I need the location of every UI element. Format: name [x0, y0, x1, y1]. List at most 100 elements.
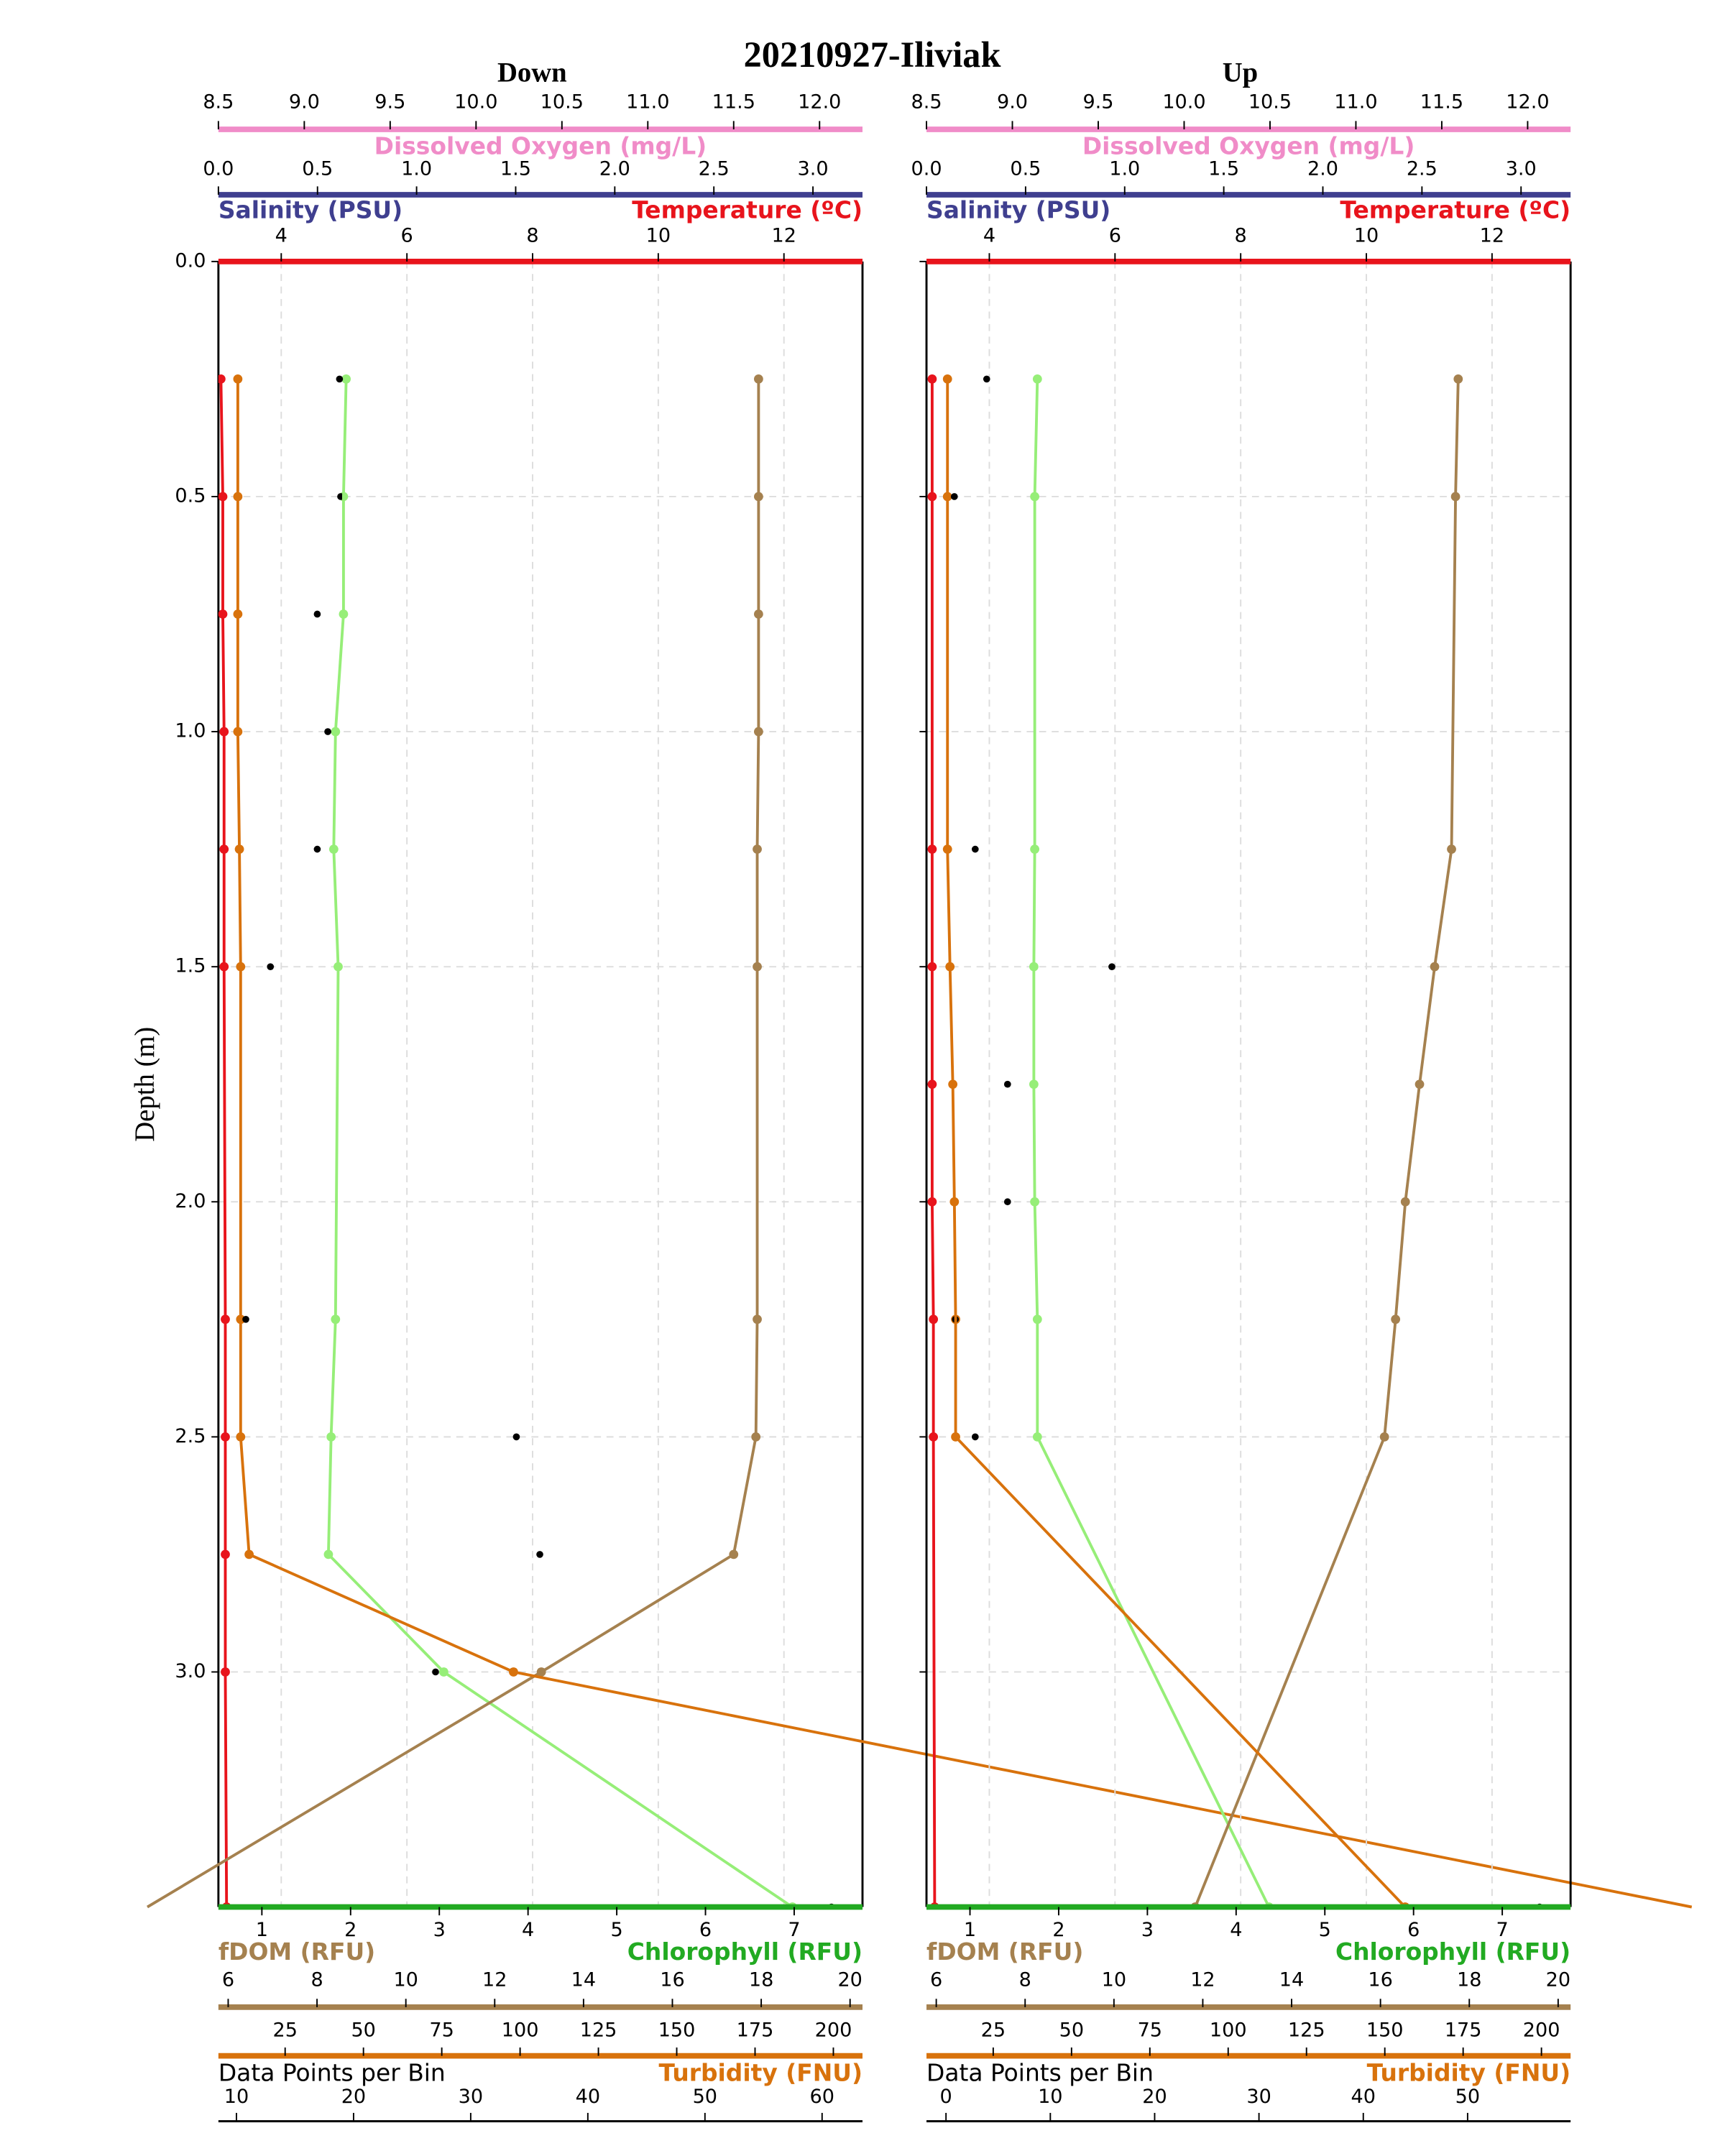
- axis-label: Data Points per Bin: [218, 2058, 446, 2086]
- x-tick-label: 12: [1480, 225, 1504, 247]
- x-tick-label: 20: [1546, 1969, 1570, 1991]
- x-tick-label: 2: [1052, 1919, 1064, 1941]
- count-dot: [267, 963, 275, 970]
- x-tick-label: 10: [646, 225, 671, 247]
- x-tick-label: 0: [940, 2086, 952, 2108]
- x-tick-label: 7: [788, 1919, 800, 1941]
- axis-label: fDOM (RFU): [218, 1938, 375, 1966]
- x-tick-label: 11.0: [1334, 91, 1377, 114]
- x-tick-label: 11.0: [626, 91, 669, 114]
- y-tick-label: 1.0: [175, 720, 206, 742]
- x-tick-label: 16: [660, 1969, 684, 1991]
- panel-title: Up: [1223, 57, 1258, 88]
- x-tick-label: 2.0: [599, 158, 630, 180]
- axis-label: Data Points per Bin: [926, 2058, 1154, 2086]
- axis-label: Dissolved Oxygen (mg/L): [374, 132, 707, 160]
- x-tick-label: 8: [526, 225, 538, 247]
- x-tick-label: 200: [815, 2019, 852, 2041]
- x-tick-label: 175: [737, 2019, 774, 2041]
- x-tick-label: 200: [1523, 2019, 1560, 2041]
- x-tick-label: 4: [1230, 1919, 1242, 1941]
- y-tick-label: 2.0: [175, 1190, 206, 1212]
- x-tick-label: 2.0: [1307, 158, 1338, 180]
- x-tick-label: 175: [1445, 2019, 1482, 2041]
- x-tick-label: 2.5: [699, 158, 730, 180]
- x-tick-label: 150: [1366, 2019, 1404, 2041]
- x-tick-label: 40: [576, 2086, 600, 2108]
- x-tick-label: 20: [341, 2086, 366, 2108]
- axis-label: Turbidity (FNU): [659, 2058, 862, 2086]
- y-axis-label: Depth (m): [130, 1027, 160, 1142]
- x-tick-label: 12.0: [1506, 91, 1549, 114]
- x-tick-label: 75: [1138, 2019, 1162, 2041]
- x-tick-label: 0.0: [203, 158, 234, 180]
- x-tick-label: 8: [310, 1969, 323, 1991]
- x-tick-label: 10.0: [1162, 91, 1205, 114]
- x-tick-label: 10: [1038, 2086, 1062, 2108]
- x-tick-label: 8: [1019, 1969, 1031, 1991]
- x-tick-label: 10.0: [454, 91, 497, 114]
- x-tick-label: 12: [771, 225, 796, 247]
- y-tick-label: 1.5: [175, 955, 206, 977]
- x-tick-label: 10.5: [540, 91, 584, 114]
- series-line: [946, 379, 1407, 1908]
- x-tick-label: 2.5: [1407, 158, 1438, 180]
- count-dot: [536, 1551, 543, 1558]
- x-tick-label: 10: [1354, 225, 1379, 247]
- x-tick-label: 125: [580, 2019, 617, 2041]
- x-tick-label: 9.5: [1082, 91, 1113, 114]
- axis-label: Turbidity (FNU): [1367, 2058, 1570, 2086]
- count-dot: [950, 493, 958, 500]
- axis-label: Chlorophyll (RFU): [1335, 1938, 1570, 1966]
- x-tick-label: 125: [1288, 2019, 1325, 2041]
- axis-label: Temperature (ºC): [632, 196, 862, 224]
- x-tick-label: 8.5: [203, 91, 234, 114]
- figure-title: 20210927-Iliviak: [744, 34, 1001, 75]
- series-line: [236, 379, 1693, 1909]
- x-tick-label: 1: [964, 1919, 976, 1941]
- x-tick-label: 16: [1368, 1969, 1392, 1991]
- x-tick-label: 20: [1142, 2086, 1167, 2108]
- series-line: [326, 379, 794, 1909]
- x-tick-label: 4: [983, 225, 995, 247]
- x-tick-label: 6: [1407, 1919, 1420, 1941]
- x-tick-label: 14: [571, 1969, 596, 1991]
- x-tick-label: 30: [459, 2086, 483, 2108]
- x-tick-label: 40: [1351, 2086, 1376, 2108]
- y-tick-label: 0.0: [175, 249, 206, 272]
- count-dot: [313, 610, 321, 618]
- y-tick-label: 0.5: [175, 484, 206, 507]
- x-tick-label: 1: [256, 1919, 268, 1941]
- x-tick-label: 100: [502, 2019, 539, 2041]
- x-tick-label: 9.0: [997, 91, 1028, 114]
- x-tick-label: 0.5: [1010, 158, 1041, 180]
- count-dot: [242, 1315, 249, 1323]
- count-dot: [1003, 1198, 1011, 1206]
- x-tick-label: 2: [344, 1919, 356, 1941]
- x-tick-label: 9.5: [374, 91, 405, 114]
- axis-label: Salinity (PSU): [218, 196, 402, 224]
- y-tick-label: 3.0: [175, 1660, 206, 1682]
- x-tick-label: 60: [810, 2086, 834, 2108]
- x-tick-label: 1.5: [500, 158, 531, 180]
- x-tick-label: 6: [1109, 225, 1121, 247]
- x-tick-label: 3: [1141, 1919, 1154, 1941]
- axis-label: Temperature (ºC): [1340, 196, 1570, 224]
- x-tick-label: 1.0: [401, 158, 432, 180]
- panel-title: Down: [497, 57, 567, 88]
- x-tick-label: 11.5: [712, 91, 755, 114]
- axis-label: fDOM (RFU): [926, 1938, 1083, 1966]
- count-dot: [983, 375, 990, 383]
- x-tick-label: 8.5: [911, 91, 942, 114]
- axis-label: Dissolved Oxygen (mg/L): [1082, 132, 1415, 160]
- x-tick-label: 6: [401, 225, 413, 247]
- x-tick-label: 4: [522, 1919, 534, 1941]
- count-dot: [971, 1433, 979, 1441]
- x-tick-label: 9.0: [289, 91, 320, 114]
- x-tick-label: 50: [693, 2086, 717, 2108]
- x-tick-label: 3: [433, 1919, 446, 1941]
- x-tick-label: 6: [222, 1969, 234, 1991]
- x-tick-label: 10: [224, 2086, 249, 2108]
- count-dot: [512, 1433, 520, 1441]
